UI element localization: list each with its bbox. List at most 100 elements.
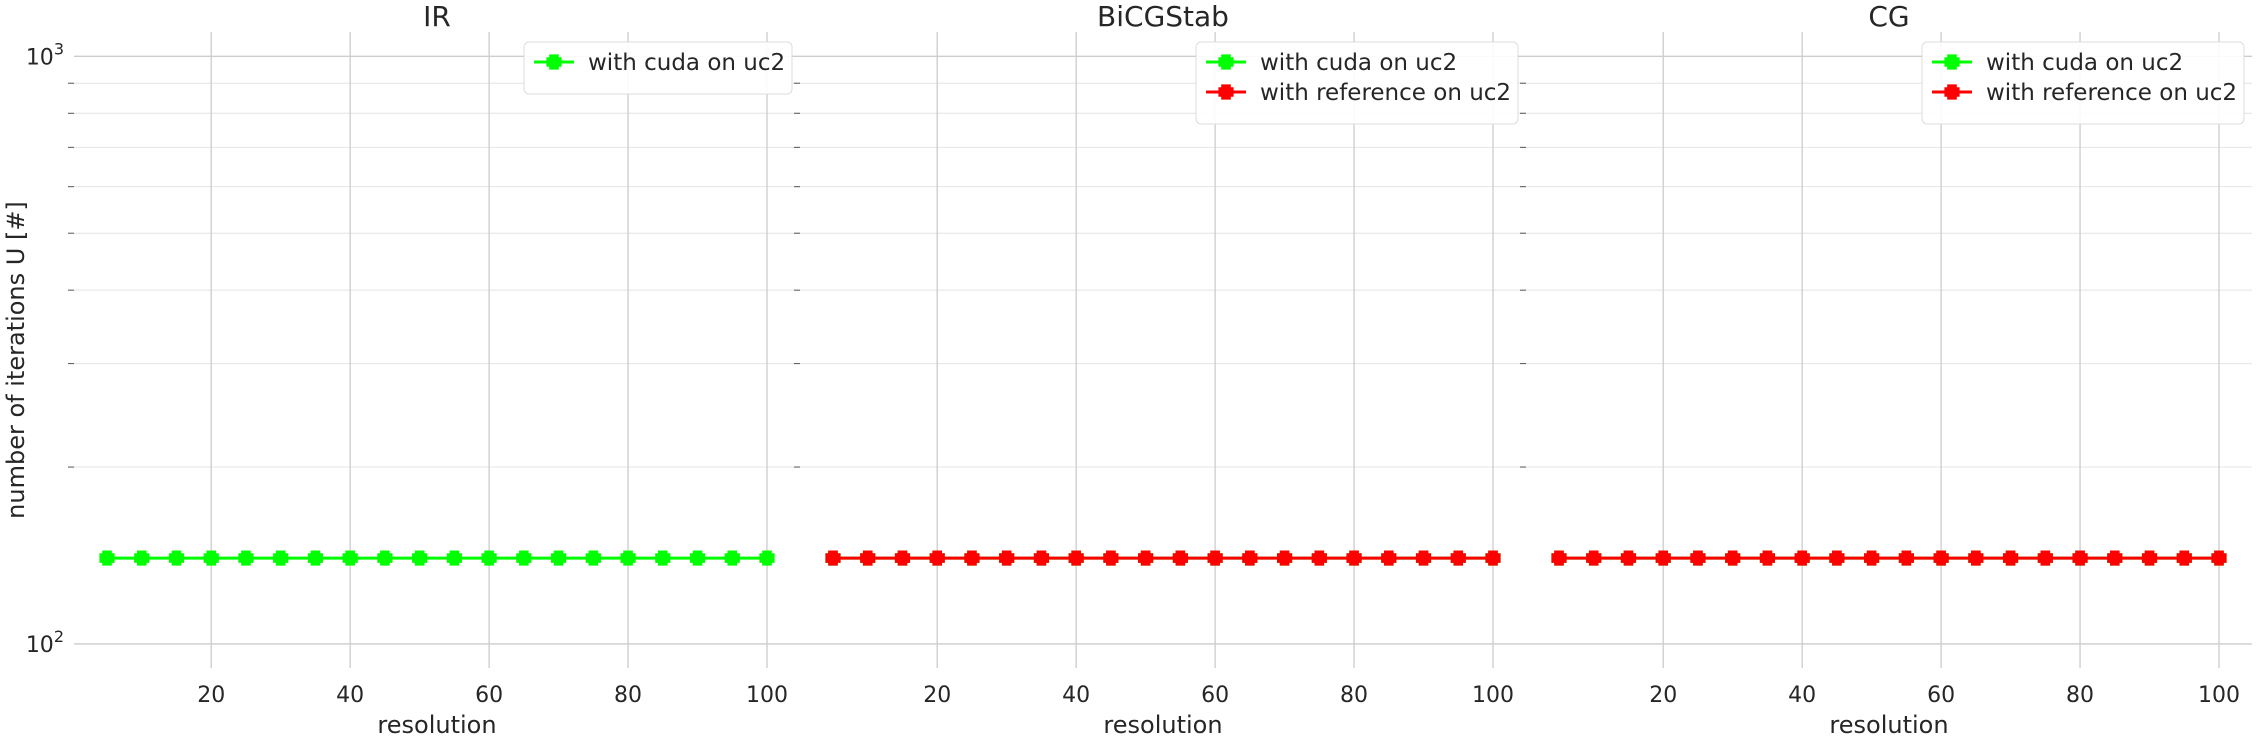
x-axis-label: resolution [377,711,496,739]
data-point [550,550,567,566]
data-point [2107,550,2123,566]
data-point [134,550,150,566]
x-tick-label: 60 [1927,683,1955,708]
data-point [412,550,428,566]
legend-marker [1944,84,1960,100]
data-point [1690,550,1706,566]
data-point [2002,550,2019,566]
legend-marker [1218,84,1234,100]
data-point [1725,550,1741,566]
gridlines [1520,32,2252,668]
panel-title: BiCGStab [1097,0,1229,33]
data-point [1586,550,1602,566]
legend-label: with cuda on uc2 [1986,50,2183,76]
data-point [860,550,876,566]
legend-frame [523,41,793,95]
data-point [2211,550,2227,566]
data-point [929,550,945,566]
x-tick-label: 40 [1788,683,1816,708]
x-tick-label: 100 [1472,683,1514,708]
x-tick-label: 20 [923,683,951,708]
series-2 [825,550,1501,566]
data-point [655,550,671,566]
data-point [1381,550,1397,566]
data-point [1485,550,1501,566]
data-point [1551,550,1567,566]
x-axis-label: resolution [1829,711,1948,739]
data-point [999,550,1015,566]
data-point [1415,550,1432,566]
data-point [1068,550,1084,566]
data-point [481,550,497,566]
data-point [168,550,185,566]
data-point [1759,550,1776,566]
panel-bicgstab: 20 40 60 80 100 BiCGStab resolution with cuda o… [794,0,1526,739]
data-point [1450,550,1466,566]
panel-title: CG [1868,0,1909,33]
x-tick-label: 60 [475,683,503,708]
legend-marker [1944,54,1960,70]
data-point [1311,550,1327,566]
data-point [1033,550,1050,566]
data-point [203,550,219,566]
data-point [307,550,324,566]
series-2 [1551,550,2227,566]
data-point [1933,550,1949,566]
data-point [1864,550,1880,566]
series-1 [99,550,775,566]
data-point [1620,550,1637,566]
data-point [585,550,601,566]
data-point [377,550,393,566]
legend-marker [1218,54,1234,70]
data-point [1207,550,1223,566]
gridlines [794,32,1526,668]
data-point [238,550,254,566]
data-point [2141,550,2158,566]
data-point [2072,550,2088,566]
data-point [1242,550,1258,566]
x-tick-label: 40 [336,683,364,708]
x-tick-label: 20 [1649,683,1677,708]
data-point [825,550,841,566]
data-point [1346,550,1362,566]
data-point [1898,550,1914,566]
gridlines [68,32,800,668]
data-point [964,550,980,566]
data-point [620,550,636,566]
x-tick-label: 100 [746,683,788,708]
legend-marker [546,54,562,70]
x-tick-label: 80 [2066,683,2094,708]
x-axis-label: resolution [1103,711,1222,739]
legend-label: with reference on uc2 [1986,80,2237,106]
data-point [1794,550,1810,566]
legend: with cuda on uc2 with reference on uc2 [1195,41,1519,125]
data-point [1968,550,1984,566]
x-tick-label: 100 [2198,683,2240,708]
y-tick-exponent: 2 [54,627,64,646]
data-point [342,550,358,566]
data-point [724,550,740,566]
data-point [1172,550,1188,566]
legend-label: with cuda on uc2 [1260,50,1457,76]
legend: with cuda on uc2 with reference on uc2 [1921,41,2245,125]
data-point [1138,550,1154,566]
data-point [99,550,115,566]
x-tick-label: 80 [1340,683,1368,708]
data-point [759,550,775,566]
legend: with cuda on uc2 [523,41,793,95]
data-point [1829,550,1845,566]
data-point [1103,550,1119,566]
data-point [273,550,289,566]
legend-label: with reference on uc2 [1260,80,1511,106]
y-tick-label: 103 [26,39,64,70]
data-point [1276,550,1293,566]
data-point [894,550,911,566]
data-point [516,550,532,566]
x-tick-label: 60 [1201,683,1229,708]
x-tick-label: 40 [1062,683,1090,708]
y-tick-base: 10 [26,633,54,658]
legend-label: with cuda on uc2 [588,50,785,76]
